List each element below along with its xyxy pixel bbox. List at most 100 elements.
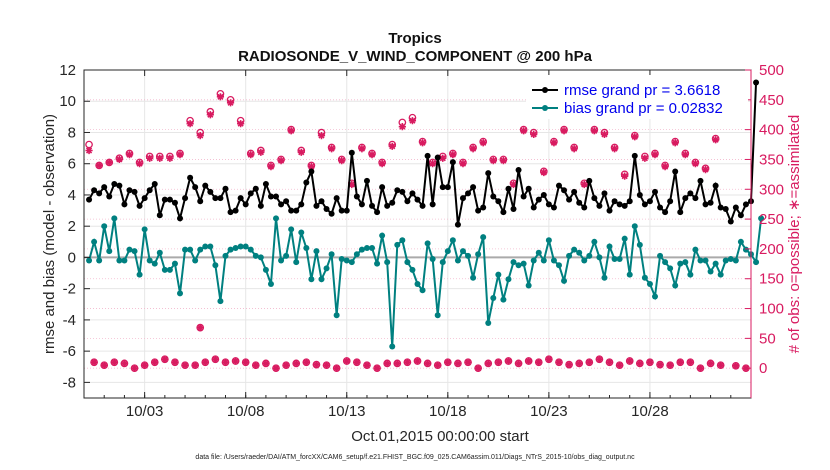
rmse-point (121, 201, 128, 208)
assimilated-marker (388, 142, 396, 150)
assimilated-marker (616, 361, 624, 369)
rmse-point (550, 204, 557, 211)
assimilated-marker (509, 180, 518, 189)
assimilated-marker (489, 157, 497, 165)
rmse-point (429, 201, 436, 208)
bias-point (86, 257, 93, 264)
bias-point (318, 276, 325, 283)
rmse-point (166, 196, 173, 203)
rmse-point (586, 177, 593, 184)
assimilated-marker (206, 111, 214, 119)
rmse-point (343, 207, 350, 214)
assimilated-marker (449, 151, 457, 159)
bias-point (631, 223, 638, 230)
assimilated-marker (479, 139, 487, 147)
assimilated-marker (287, 127, 295, 135)
assimilated-marker (403, 358, 411, 366)
bias-point (146, 257, 153, 264)
assimilated-marker (393, 359, 401, 368)
assimilated-marker (141, 361, 149, 369)
bias-point (611, 255, 618, 262)
bias-point (308, 276, 315, 283)
legend: rmse grand pr = 3.6618 bias grand pr = 0… (526, 75, 748, 119)
rmse-point (485, 170, 492, 177)
assimilated-marker (464, 358, 472, 366)
assimilated-marker (338, 157, 346, 165)
rmse-point (722, 206, 729, 213)
y-right-tick-label: 150 (759, 271, 784, 288)
bias-point (606, 243, 613, 250)
assimilated-marker (580, 180, 588, 189)
rmse-point (631, 152, 638, 159)
bias-point (242, 243, 249, 250)
rmse-point (237, 195, 244, 202)
bias-point (414, 280, 421, 287)
bias-point (470, 274, 477, 281)
assimilated-marker (550, 139, 558, 147)
assimilated-marker (257, 148, 265, 156)
assimilated-marker (146, 154, 154, 162)
rmse-point (202, 182, 209, 189)
bias-point (454, 257, 461, 264)
assimilated-marker (85, 146, 93, 155)
bias-point (646, 280, 653, 287)
rmse-point (161, 196, 168, 203)
bias-point (495, 271, 502, 278)
bias-point (444, 248, 451, 255)
rmse-point (515, 166, 522, 173)
rmse-point (399, 188, 406, 195)
assimilated-marker (135, 160, 144, 168)
rmse-point (439, 184, 446, 191)
bias-point (667, 265, 674, 272)
rmse-point (520, 193, 527, 200)
rmse-point (712, 182, 719, 189)
rmse-point (535, 196, 542, 203)
assimilated-marker (681, 151, 689, 159)
series-lines (86, 79, 765, 350)
rmse-point (257, 202, 264, 209)
rmse-point (187, 174, 194, 181)
bias-point (465, 252, 472, 259)
assimilated-marker (312, 361, 321, 369)
bias-point (182, 246, 189, 253)
rmse-point (682, 195, 689, 202)
bias-point (459, 248, 466, 255)
rmse-point (232, 207, 239, 214)
rmse-point (641, 201, 648, 208)
assimilated-marker (95, 161, 103, 170)
rmse-point (742, 201, 749, 208)
assimilated-marker (166, 154, 174, 162)
assimilated-marker (358, 145, 366, 153)
bias-point (697, 257, 704, 264)
bias-point (369, 245, 376, 252)
rmse-point (278, 201, 285, 208)
assimilated-marker (216, 93, 225, 101)
assimilated-marker (732, 362, 740, 370)
assimilated-marker (383, 359, 391, 368)
rmse-point (707, 199, 714, 206)
rmse-point (227, 209, 234, 216)
assimilated-marker (666, 361, 674, 369)
rmse-point (495, 198, 502, 205)
bias-point (758, 215, 765, 222)
rmse-point (353, 193, 360, 200)
bias-point (192, 257, 199, 264)
rmse-point (348, 149, 355, 156)
assimilated-marker (499, 157, 508, 165)
bias-point (505, 276, 512, 283)
bias-point (283, 252, 290, 259)
rmse-point (379, 184, 386, 191)
assimilated-marker (717, 361, 725, 369)
y-right-tick-label: 200 (759, 241, 784, 258)
rmse-point (591, 195, 598, 202)
rmse-point (571, 188, 578, 195)
rmse-point (273, 193, 280, 200)
rmse-point (626, 198, 633, 205)
assimilated-marker (631, 133, 639, 141)
bias-point (566, 252, 573, 259)
rmse-point (247, 190, 254, 197)
rmse-point (601, 190, 608, 197)
rmse-point (490, 193, 497, 200)
rmse-point (444, 184, 451, 191)
rmse-point (86, 196, 93, 203)
